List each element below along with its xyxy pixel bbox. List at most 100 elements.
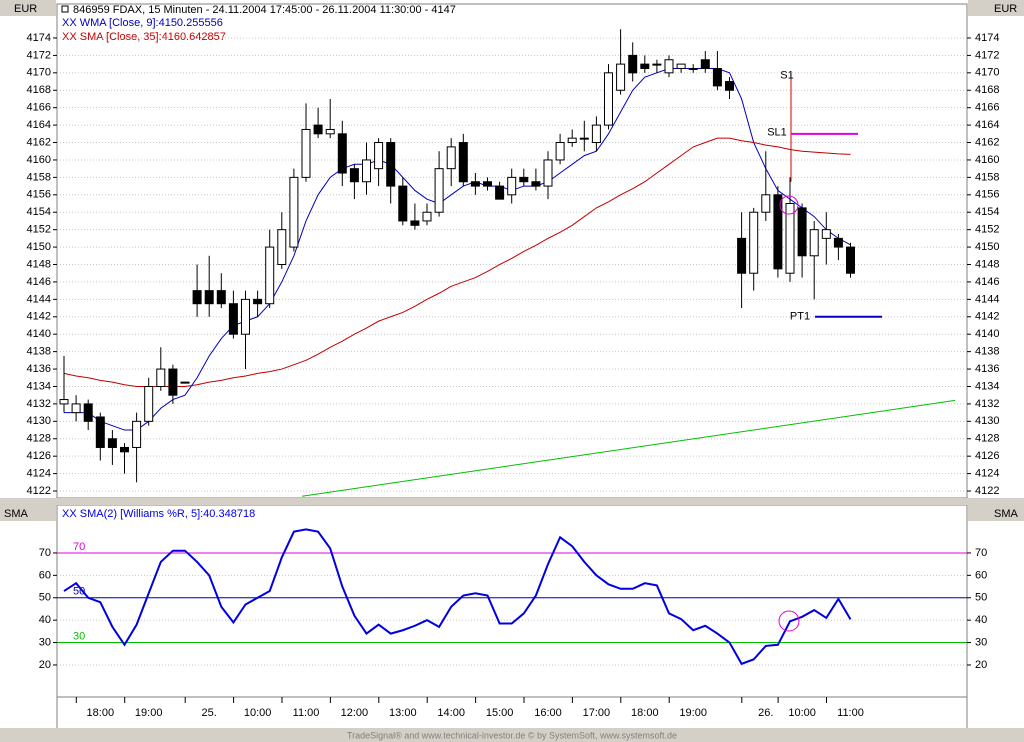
candle-body (773, 194, 783, 270)
y-tick-label: 4126 (975, 450, 999, 462)
y-tick-label: 4164 (27, 119, 51, 131)
y-tick-label: 4160 (975, 154, 999, 166)
candle-body (688, 67, 698, 70)
x-tick-label: 11:00 (837, 707, 864, 719)
candle-body (228, 303, 238, 335)
candle-body (543, 159, 553, 187)
candle-body (386, 142, 396, 187)
x-tick-label: 16:00 (534, 707, 562, 719)
marks: 4122 4122 4124 4124 4126 4126 4128 4128 4130 4130… (27, 29, 999, 719)
y-tick-label: 20 (975, 659, 987, 671)
title-icon (61, 5, 69, 13)
y-tick-label: 4158 (975, 171, 999, 183)
candle-body (144, 385, 154, 422)
x-tick-label: 17:00 (583, 707, 611, 719)
y-tick-label: 4154 (27, 206, 51, 218)
candle-body (410, 220, 420, 226)
y-tick-label: 4170 (27, 67, 51, 79)
y-tick-label: 4172 (27, 49, 51, 61)
y-tick-label: 40 (39, 614, 51, 626)
y-tick-label: 4152 (975, 224, 999, 236)
candle-body (725, 81, 734, 91)
indicator-panel (56, 504, 968, 698)
y-tick-label: 4146 (27, 276, 51, 288)
axis-label: EUR (994, 3, 1017, 15)
y-tick-label: 4128 (27, 433, 51, 445)
candle-body (180, 381, 190, 384)
legend-entry: XX SMA [Close, 35]:4160.642857 (62, 31, 226, 43)
candle-body (640, 63, 650, 69)
y-tick-label: 4174 (27, 32, 51, 44)
footer-bar (0, 728, 1024, 742)
candle-body (241, 298, 250, 335)
candle-body (349, 168, 359, 183)
series-line (63, 528, 852, 666)
y-tick-label: 4166 (975, 102, 999, 114)
y-tick-label: 4168 (975, 84, 999, 96)
candle-body (398, 185, 408, 222)
y-tick-label: 4148 (975, 258, 999, 270)
x-tick-label: 14:00 (437, 707, 465, 719)
candle-body (107, 438, 117, 448)
y-tick-label: 4132 (27, 398, 51, 410)
x-tick-label: 18:00 (631, 707, 659, 719)
level-label: 30 (73, 630, 85, 642)
y-tick-label: 4156 (975, 189, 999, 201)
legend-entry: XX SMA(2) [Williams %R, 5]:40.348718 (62, 508, 255, 520)
y-tick-label: 4142 (27, 311, 51, 323)
candle-body (277, 229, 287, 266)
x-tick-label: 13:00 (389, 707, 417, 719)
y-tick-label: 4146 (975, 276, 999, 288)
candle-body (616, 63, 626, 91)
x-tick-label: 10:00 (788, 707, 816, 719)
y-tick-label: 4126 (27, 450, 51, 462)
candle-body (809, 229, 819, 257)
candle-body (265, 246, 275, 305)
y-tick-label: 4140 (975, 328, 999, 340)
y-tick-label: 4154 (975, 206, 999, 218)
candle-body (531, 181, 541, 187)
signal-label: SL1 (767, 127, 787, 139)
candle-body (676, 63, 686, 69)
y-tick-label: 60 (39, 569, 51, 581)
axis-label: EUR (14, 3, 37, 15)
y-tick-label: 70 (39, 547, 51, 559)
y-tick-label: 50 (975, 592, 987, 604)
x-tick-label: 18:00 (87, 707, 115, 719)
candle-body (507, 176, 517, 196)
axis-label: SMA (994, 508, 1019, 520)
y-tick-label: 4132 (975, 398, 999, 410)
y-tick-label: 4160 (27, 154, 51, 166)
y-tick-label: 30 (39, 636, 51, 648)
x-tick-label: 10:00 (244, 707, 272, 719)
candle-body (362, 159, 371, 183)
signal-label: PT1 (790, 311, 810, 323)
highlight-circle (778, 610, 800, 632)
series-line (63, 137, 851, 387)
y-tick-label: 4148 (27, 258, 51, 270)
y-tick-label: 60 (975, 569, 987, 581)
candle-body (604, 72, 613, 126)
y-tick-label: 4122 (27, 485, 51, 497)
y-tick-label: 4142 (975, 311, 999, 323)
y-tick-label: 4158 (27, 171, 51, 183)
x-tick-label: 25. (202, 707, 217, 719)
panel-separator (0, 498, 1024, 505)
candle-body (192, 290, 202, 305)
candle-body (785, 203, 795, 274)
price-panel (56, 3, 968, 499)
candle-body (591, 124, 601, 144)
candle-body (737, 237, 747, 274)
x-tick-label: 19:00 (679, 707, 707, 719)
y-tick-label: 4162 (27, 136, 51, 148)
x-tick-label: 26. (758, 707, 773, 719)
y-tick-label: 4138 (27, 346, 51, 358)
y-tick-label: 20 (39, 659, 51, 671)
candle-body (846, 246, 855, 274)
y-tick-label: 4164 (975, 119, 999, 131)
candle-body (253, 298, 263, 305)
candle-body (120, 446, 129, 453)
y-tick-label: 4138 (975, 346, 999, 358)
y-tick-label: 4144 (975, 293, 999, 305)
